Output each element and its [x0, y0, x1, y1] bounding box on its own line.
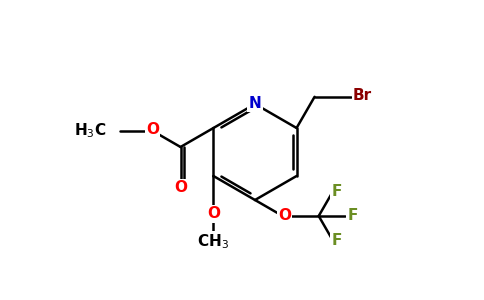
Text: O: O — [278, 208, 291, 224]
Text: O: O — [146, 122, 159, 137]
Text: O: O — [207, 206, 220, 221]
Text: H$_3$C: H$_3$C — [74, 122, 106, 140]
Text: F: F — [332, 233, 342, 248]
Text: O: O — [174, 180, 187, 195]
Text: F: F — [348, 208, 358, 224]
Text: CH$_3$: CH$_3$ — [197, 233, 229, 251]
Text: F: F — [332, 184, 342, 199]
Text: Br: Br — [353, 88, 372, 103]
Text: N: N — [249, 95, 261, 110]
